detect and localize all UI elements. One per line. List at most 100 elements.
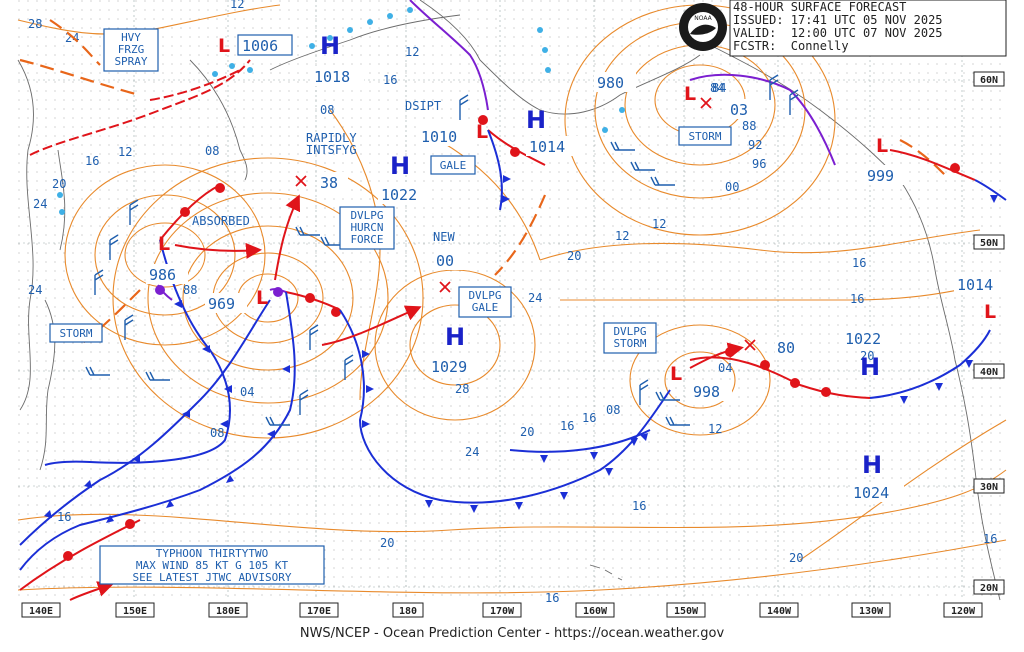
future-value: 88 bbox=[183, 283, 197, 297]
hvy-frzg-spray-box: HVY FRZG SPRAY bbox=[103, 28, 159, 72]
isobar-label: 12 bbox=[230, 0, 244, 11]
svg-text:STORM: STORM bbox=[59, 327, 92, 340]
high-value: 1024 bbox=[853, 484, 889, 502]
future-value: 84 bbox=[710, 81, 724, 95]
low-value: 1014 bbox=[957, 276, 993, 294]
high-centers: H H H H H H bbox=[320, 32, 882, 479]
high-value: 1022 bbox=[845, 330, 881, 348]
low-symbol: L bbox=[158, 233, 170, 255]
occlusion-point bbox=[155, 285, 165, 295]
track-arrow bbox=[321, 305, 422, 346]
high-value: 1018 bbox=[314, 68, 350, 86]
isobar-label: 08 bbox=[210, 426, 224, 440]
hawaii bbox=[589, 564, 623, 581]
svg-text:20N: 20N bbox=[980, 583, 998, 594]
storm-box-gulf: STORM bbox=[678, 126, 732, 146]
isobar-label: 16 bbox=[582, 411, 596, 425]
isobar-label: 12 bbox=[118, 145, 132, 159]
noaa-logo: NOAA bbox=[679, 3, 727, 51]
svg-text:60N: 60N bbox=[980, 75, 998, 86]
trough bbox=[19, 58, 141, 97]
x-mark bbox=[295, 175, 307, 187]
trough bbox=[494, 194, 547, 276]
isobar-label: 16 bbox=[57, 510, 71, 524]
header-box bbox=[729, 0, 1007, 57]
isobar-label: 16 bbox=[85, 154, 99, 168]
isobar-label: 28 bbox=[28, 17, 42, 31]
isobar-label: 16 bbox=[632, 499, 646, 513]
svg-text:STORM: STORM bbox=[613, 337, 646, 350]
x-mark bbox=[700, 97, 712, 109]
future-value: 00 bbox=[436, 252, 454, 270]
future-value: 80 bbox=[777, 339, 795, 357]
low-value: 1010 bbox=[421, 128, 457, 146]
low-value: 03 bbox=[730, 101, 748, 119]
dvlpg-gale-box: DVLPG GALE bbox=[458, 286, 512, 318]
low-symbol: L bbox=[476, 121, 488, 143]
low-symbol: L bbox=[984, 301, 996, 323]
svg-text:160W: 160W bbox=[583, 606, 608, 617]
high-symbol: H bbox=[862, 451, 882, 479]
low-value: 1006 bbox=[242, 37, 278, 55]
absorbed-label: ABSORBED bbox=[192, 214, 250, 228]
isobar-label: 24 bbox=[465, 445, 479, 459]
occluded-front bbox=[409, 0, 489, 111]
isobar-label: 12 bbox=[405, 45, 419, 59]
plain-labels: ABSORBED RAPIDLY INTSFYG DSIPT NEW bbox=[192, 99, 455, 244]
new-label: NEW bbox=[433, 230, 455, 244]
typhoon-box: TYPHOON THIRTYTWO MAX WIND 85 KT G 105 K… bbox=[99, 545, 325, 585]
low-centers: L L L L L L L L bbox=[155, 35, 996, 385]
low-symbol: L bbox=[684, 83, 696, 105]
high-symbol: H bbox=[526, 106, 546, 134]
svg-text:30N: 30N bbox=[980, 482, 998, 493]
asia-coast bbox=[17, 59, 34, 411]
svg-text:FORCE: FORCE bbox=[350, 233, 383, 246]
svg-text:150E: 150E bbox=[123, 606, 147, 617]
svg-text:140W: 140W bbox=[767, 606, 792, 617]
isobar-label: 00 bbox=[725, 180, 739, 194]
cold-front bbox=[509, 429, 651, 453]
map-canvas: 28 24 12 20 16 08 04 00 96 92 88 84 12 1… bbox=[17, 0, 1008, 618]
svg-text:GALE: GALE bbox=[472, 301, 499, 314]
isobar-labels: 28 24 12 20 16 08 04 00 96 92 88 84 12 1… bbox=[28, 0, 997, 605]
alaska-peninsula bbox=[419, 0, 701, 115]
low-value: 998 bbox=[693, 383, 720, 401]
x-mark bbox=[744, 339, 756, 351]
isobar-label: 08 bbox=[205, 144, 219, 158]
footer-credit: NWS/NCEP - Ocean Prediction Center - htt… bbox=[299, 626, 725, 641]
header-forecaster: FCSTR: Connelly bbox=[733, 39, 849, 53]
isobar-label: 04 bbox=[718, 361, 732, 375]
rapidly-label: RAPIDLY bbox=[306, 131, 357, 145]
low-value: 980 bbox=[597, 74, 624, 92]
isobar-label: 28 bbox=[455, 382, 469, 396]
svg-text:FRZG: FRZG bbox=[118, 43, 145, 56]
storm-box-west: STORM bbox=[49, 323, 103, 343]
dsipt-label: DSIPT bbox=[405, 99, 441, 113]
svg-text:DVLPG: DVLPG bbox=[468, 289, 501, 302]
header-issued: ISSUED: 17:41 UTC 05 NOV 2025 bbox=[733, 13, 943, 27]
isobar-label: 20 bbox=[567, 249, 581, 263]
cold-front bbox=[487, 129, 503, 211]
isobar-label: 20 bbox=[789, 551, 803, 565]
isobar-label: 92 bbox=[748, 138, 762, 152]
track-arrow bbox=[689, 342, 744, 369]
isobar-label: 84 bbox=[712, 81, 726, 95]
cold-front bbox=[974, 179, 1007, 201]
ice-edge bbox=[57, 7, 625, 215]
isobar-label: 12 bbox=[652, 217, 666, 231]
isobar-label: 12 bbox=[615, 229, 629, 243]
cold-front bbox=[19, 291, 296, 571]
kamchatka-coast bbox=[189, 59, 248, 181]
isobar-label: 16 bbox=[983, 532, 997, 546]
dvlpg-storm-box: DVLPG STORM bbox=[603, 322, 657, 354]
svg-text:MAX WIND 85 KT G 105 KT: MAX WIND 85 KT G 105 KT bbox=[136, 559, 289, 572]
high-value: 1014 bbox=[529, 138, 565, 156]
cold-fronts bbox=[19, 129, 1007, 571]
svg-text:150W: 150W bbox=[674, 606, 699, 617]
low-value: 969 bbox=[208, 295, 235, 313]
isobar-label: 20 bbox=[380, 536, 394, 550]
track-arrow bbox=[274, 194, 301, 281]
cold-front bbox=[44, 239, 231, 466]
high-symbol: H bbox=[390, 152, 410, 180]
svg-text:140E: 140E bbox=[29, 606, 53, 617]
